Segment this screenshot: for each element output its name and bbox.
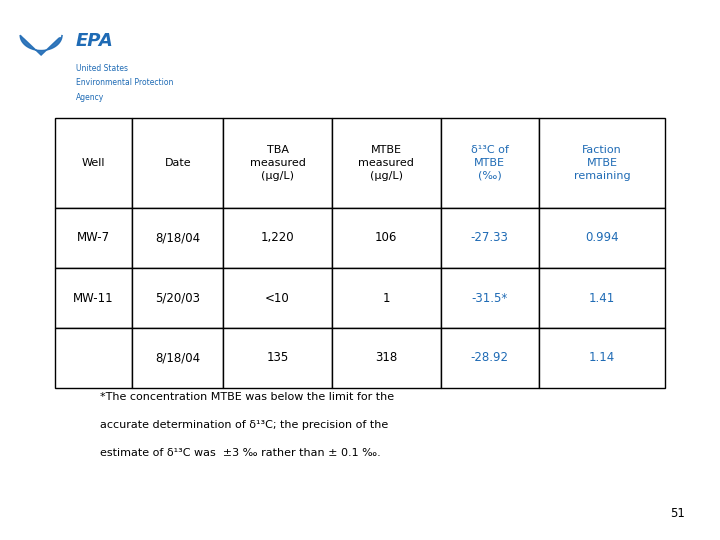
Text: -28.92: -28.92 bbox=[471, 352, 509, 365]
Text: estimate of δ¹³C was  ±3 ‰ rather than ± 0.1 ‰.: estimate of δ¹³C was ±3 ‰ rather than ± … bbox=[100, 448, 381, 458]
Polygon shape bbox=[22, 32, 60, 36]
Text: MW-7: MW-7 bbox=[77, 232, 110, 245]
Text: 5/20/03: 5/20/03 bbox=[156, 292, 200, 305]
Text: Environmental Protection: Environmental Protection bbox=[76, 78, 174, 87]
Polygon shape bbox=[20, 35, 62, 55]
Text: MTBE
measured
(μg/L): MTBE measured (μg/L) bbox=[359, 145, 414, 181]
Text: 8/18/04: 8/18/04 bbox=[155, 352, 200, 365]
Text: MW-11: MW-11 bbox=[73, 292, 114, 305]
Text: 0.994: 0.994 bbox=[585, 232, 618, 245]
Text: 1.14: 1.14 bbox=[589, 352, 615, 365]
Text: 318: 318 bbox=[375, 352, 397, 365]
Text: United States: United States bbox=[76, 64, 128, 73]
Text: 1,220: 1,220 bbox=[261, 232, 294, 245]
Text: 1: 1 bbox=[382, 292, 390, 305]
Text: Date: Date bbox=[164, 158, 191, 168]
Text: Faction
MTBE
remaining: Faction MTBE remaining bbox=[574, 145, 630, 181]
Text: 135: 135 bbox=[266, 352, 289, 365]
Text: -31.5*: -31.5* bbox=[472, 292, 508, 305]
Text: 8/18/04: 8/18/04 bbox=[155, 232, 200, 245]
Text: δ¹³C of
MTBE
(‰): δ¹³C of MTBE (‰) bbox=[471, 145, 508, 181]
Text: accurate determination of δ¹³C; the precision of the: accurate determination of δ¹³C; the prec… bbox=[100, 420, 388, 430]
Text: 1.41: 1.41 bbox=[589, 292, 615, 305]
Text: 51: 51 bbox=[670, 507, 685, 520]
Text: EPA: EPA bbox=[76, 32, 114, 51]
Text: *The concentration MTBE was below the limit for the: *The concentration MTBE was below the li… bbox=[100, 392, 394, 402]
Text: 106: 106 bbox=[375, 232, 397, 245]
Text: TBA
measured
(μg/L): TBA measured (μg/L) bbox=[250, 145, 305, 181]
Text: -27.33: -27.33 bbox=[471, 232, 508, 245]
Text: <10: <10 bbox=[265, 292, 290, 305]
Text: Well: Well bbox=[82, 158, 105, 168]
Text: Agency: Agency bbox=[76, 93, 104, 102]
